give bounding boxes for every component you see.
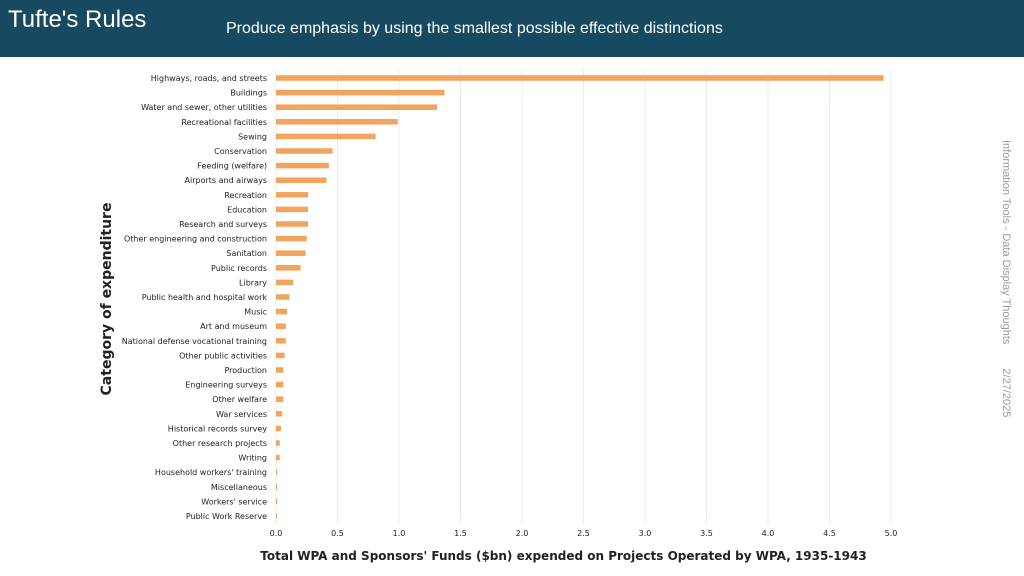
category-label: Recreation xyxy=(224,191,267,200)
category-label: Other engineering and construction xyxy=(124,235,267,244)
bar xyxy=(276,338,286,344)
category-label: Historical records survey xyxy=(168,424,267,433)
bar xyxy=(276,265,301,271)
category-label: Airports and airways xyxy=(185,176,267,185)
bar xyxy=(276,206,308,213)
x-tick-label: 4.5 xyxy=(823,529,836,538)
bar xyxy=(276,352,285,359)
category-label: Research and surveys xyxy=(179,220,267,229)
bar xyxy=(276,119,398,125)
category-label: Education xyxy=(227,205,267,214)
category-label: Music xyxy=(244,308,267,317)
category-label: Sanitation xyxy=(226,249,267,258)
category-label: Library xyxy=(239,278,267,287)
bar xyxy=(276,367,284,373)
bar xyxy=(276,162,329,169)
category-label: Production xyxy=(224,366,267,375)
x-tick-label: 1.0 xyxy=(393,529,406,538)
category-label: Feeding (welfare) xyxy=(197,162,267,171)
category-label: Household workers' training xyxy=(155,468,267,477)
category-label: National defense vocational training xyxy=(122,337,267,346)
x-tick-label: 2.5 xyxy=(577,529,590,538)
bar xyxy=(276,469,278,475)
bar xyxy=(276,425,281,432)
x-tick-label: 5.0 xyxy=(885,529,898,538)
slide-header: Tufte's Rules Produce emphasis by using … xyxy=(0,0,1024,57)
x-tick-label: 2.0 xyxy=(516,529,529,538)
bar xyxy=(276,308,288,315)
bar xyxy=(276,235,307,242)
category-label: Sewing xyxy=(238,132,267,141)
bar xyxy=(276,177,327,183)
category-label: Other public activities xyxy=(179,351,267,360)
category-label: Art and museum xyxy=(200,322,267,331)
category-label: Engineering surveys xyxy=(185,381,267,390)
category-label: Writing xyxy=(238,454,267,463)
bar xyxy=(276,294,290,300)
x-axis-label: Total WPA and Sponsors' Funds ($bn) expe… xyxy=(260,549,866,563)
bar xyxy=(276,396,284,402)
category-label: Public records xyxy=(211,264,267,273)
footer-date: 2/27/2025 xyxy=(1000,368,1012,418)
bar xyxy=(276,411,283,417)
category-label: Other research projects xyxy=(173,439,267,448)
x-tick-label: 1.5 xyxy=(454,529,467,538)
side-footer: Information Tools - Data Display Thought… xyxy=(1000,140,1012,460)
category-label: Public Work Reserve xyxy=(186,512,267,521)
bar xyxy=(276,498,278,505)
slide-title: Tufte's Rules xyxy=(8,6,147,33)
category-label: Workers' service xyxy=(201,497,267,506)
category-label: Buildings xyxy=(230,89,267,98)
bar xyxy=(276,484,278,490)
x-tick-label: 4.0 xyxy=(762,529,775,538)
x-tick-label: 0.5 xyxy=(331,529,344,538)
category-label: Miscellaneous xyxy=(211,483,267,492)
slide-subtitle: Produce emphasis by using the smallest p… xyxy=(226,20,723,37)
bar xyxy=(276,133,376,140)
bar xyxy=(276,454,280,461)
category-label: Public health and hospital work xyxy=(142,293,268,302)
category-label: Highways, roads, and streets xyxy=(151,74,267,83)
bar xyxy=(276,323,286,329)
x-tick-label: 0.0 xyxy=(270,529,283,538)
category-label: War services xyxy=(216,410,267,419)
bar xyxy=(276,104,438,110)
bar xyxy=(276,279,294,286)
footer-source: Information Tools - Data Display Thought… xyxy=(1000,140,1012,345)
x-tick-label: 3.0 xyxy=(639,529,652,538)
bar xyxy=(276,148,333,154)
category-label: Conservation xyxy=(214,147,267,156)
bar xyxy=(276,89,445,96)
bar xyxy=(276,381,284,388)
bar xyxy=(276,221,308,227)
category-label: Other welfare xyxy=(212,395,267,404)
bar xyxy=(276,192,308,198)
bar xyxy=(276,75,884,81)
y-axis-label: Category of expenditure xyxy=(99,203,115,396)
category-label: Recreational facilities xyxy=(181,118,267,127)
bar-chart: Highways, roads, and streets Buildings Wat… xyxy=(99,70,898,563)
x-tick-label: 3.5 xyxy=(700,529,713,538)
bar xyxy=(276,440,280,446)
bar xyxy=(276,513,277,519)
bar xyxy=(276,250,306,256)
category-label: Water and sewer, other utilities xyxy=(141,103,267,112)
